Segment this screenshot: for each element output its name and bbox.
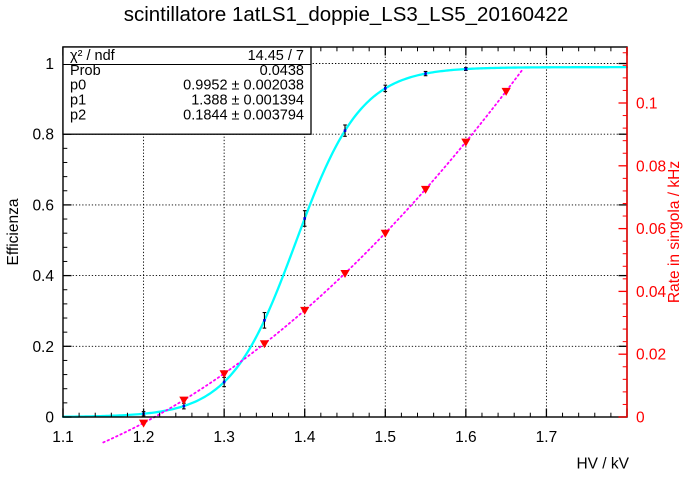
svg-text:χ² / ndf: χ² / ndf xyxy=(70,48,116,64)
svg-text:1.6: 1.6 xyxy=(455,429,477,446)
svg-text:Prob: Prob xyxy=(70,63,101,79)
svg-text:p0: p0 xyxy=(70,78,86,94)
svg-text:0.1844 ± 0.003794: 0.1844 ± 0.003794 xyxy=(183,107,304,123)
svg-text:1.2: 1.2 xyxy=(133,429,155,446)
svg-text:1.388 ± 0.001394: 1.388 ± 0.001394 xyxy=(191,93,304,109)
svg-text:0: 0 xyxy=(45,410,54,427)
svg-text:0.4: 0.4 xyxy=(32,268,54,285)
svg-text:1.1: 1.1 xyxy=(52,429,74,446)
svg-text:0.04: 0.04 xyxy=(636,284,667,301)
svg-text:1.5: 1.5 xyxy=(375,429,397,446)
svg-text:scintillatore 1atLS1_doppie_LS: scintillatore 1atLS1_doppie_LS3_LS5_2016… xyxy=(124,3,569,26)
svg-text:1.4: 1.4 xyxy=(294,429,316,446)
svg-text:1.7: 1.7 xyxy=(536,429,558,446)
svg-text:0.1: 0.1 xyxy=(636,96,658,113)
svg-text:p1: p1 xyxy=(70,93,86,109)
svg-text:1: 1 xyxy=(45,56,54,73)
svg-text:1.3: 1.3 xyxy=(213,429,235,446)
svg-text:0.06: 0.06 xyxy=(636,221,666,238)
svg-text:0.08: 0.08 xyxy=(636,158,666,175)
svg-text:0.2: 0.2 xyxy=(32,339,54,356)
svg-text:0.6: 0.6 xyxy=(32,197,54,214)
svg-text:0.9952 ± 0.002038: 0.9952 ± 0.002038 xyxy=(183,78,304,94)
svg-text:HV / kV: HV / kV xyxy=(576,456,629,473)
svg-text:Efficienza: Efficienza xyxy=(5,198,22,265)
svg-text:0: 0 xyxy=(636,410,645,427)
svg-text:p2: p2 xyxy=(70,107,86,123)
svg-text:0.0438: 0.0438 xyxy=(260,63,304,79)
svg-text:0.8: 0.8 xyxy=(32,127,54,144)
svg-text:0.02: 0.02 xyxy=(636,347,666,364)
svg-text:14.45 / 7: 14.45 / 7 xyxy=(248,48,304,64)
svg-text:Rate in singola / kHz: Rate in singola / kHz xyxy=(666,161,683,303)
